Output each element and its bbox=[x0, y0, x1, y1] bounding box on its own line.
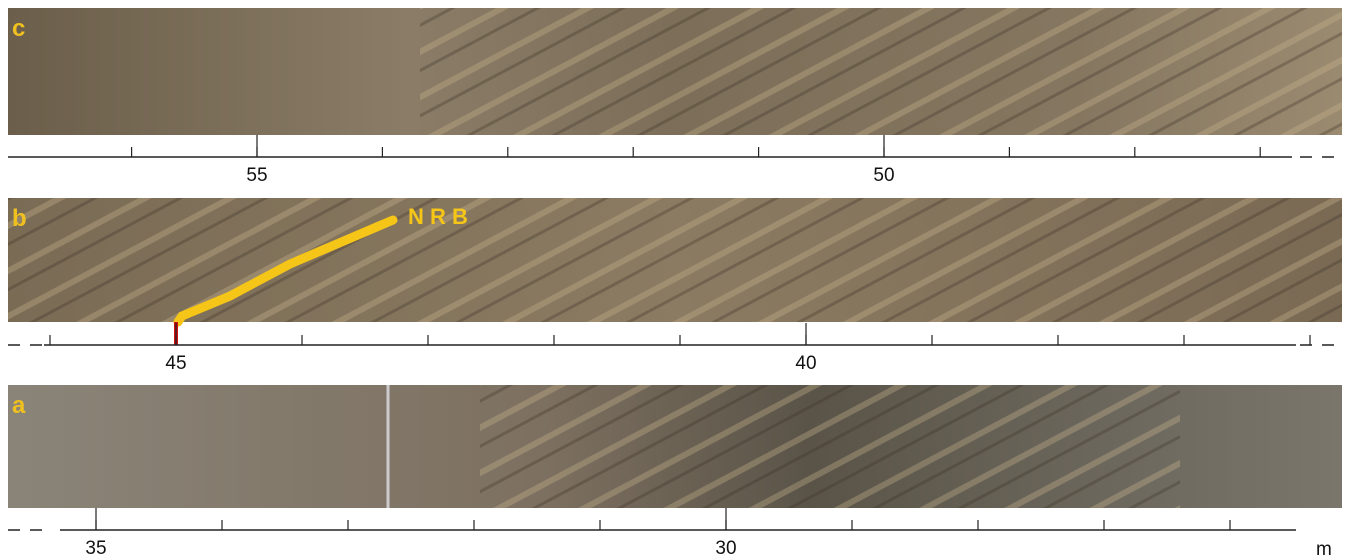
unit: m bbox=[1316, 539, 1332, 559]
scale-label: 30 bbox=[715, 538, 736, 559]
scale-label: 55 bbox=[246, 165, 267, 186]
annotation: N R B bbox=[408, 204, 468, 229]
scale-label: 35 bbox=[85, 538, 106, 559]
scale-label: 40 bbox=[795, 353, 816, 374]
panel-label: a bbox=[12, 392, 26, 419]
photo-a bbox=[8, 385, 1342, 508]
scale-label: 50 bbox=[873, 165, 894, 186]
scale-label: 45 bbox=[165, 353, 186, 374]
photo-c bbox=[8, 8, 1342, 135]
figure: N R B m c 55 50 b 45 40 a 35 30 bbox=[0, 0, 1346, 559]
panel-label: c bbox=[12, 15, 25, 42]
panel-label: b bbox=[12, 205, 27, 232]
